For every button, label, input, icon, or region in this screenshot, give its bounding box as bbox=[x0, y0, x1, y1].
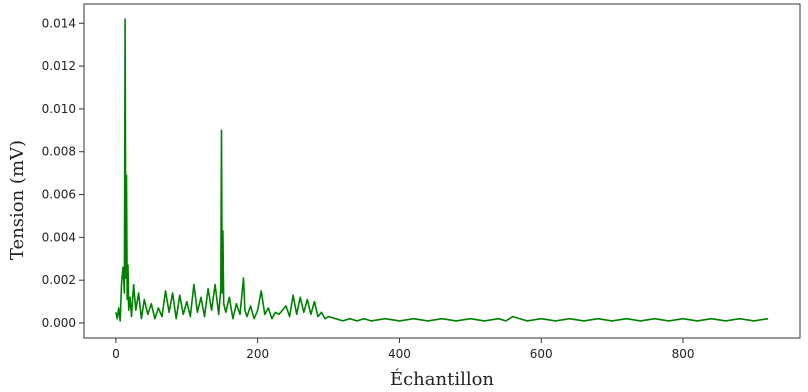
x-tick-label: 800 bbox=[672, 347, 695, 361]
y-tick-label: 0.012 bbox=[42, 59, 76, 73]
x-tick-label: 200 bbox=[246, 347, 269, 361]
x-axis-ticks: 0 200 400 600 800 bbox=[112, 338, 694, 361]
x-tick-label: 0 bbox=[112, 347, 120, 361]
x-tick-label: 600 bbox=[530, 347, 553, 361]
series-layer bbox=[115, 18, 769, 322]
x-tick-label: 400 bbox=[388, 347, 411, 361]
plot-frame bbox=[83, 3, 801, 339]
series-line bbox=[115, 18, 769, 322]
y-axis-ticks: 0.000 0.002 0.004 0.006 0.008 0.010 0.012 0.014 bbox=[42, 16, 84, 330]
y-axis-title: Tension (mV) bbox=[7, 140, 28, 260]
y-tick-label: 0.000 bbox=[42, 316, 76, 330]
x-axis-title: Échantillon bbox=[390, 367, 494, 390]
y-tick-label: 0.002 bbox=[42, 273, 76, 287]
y-tick-label: 0.006 bbox=[42, 188, 76, 202]
y-tick-label: 0.004 bbox=[42, 230, 76, 244]
y-tick-label: 0.010 bbox=[42, 102, 76, 116]
y-tick-label: 0.014 bbox=[42, 16, 76, 30]
y-tick-label: 0.008 bbox=[42, 145, 76, 159]
